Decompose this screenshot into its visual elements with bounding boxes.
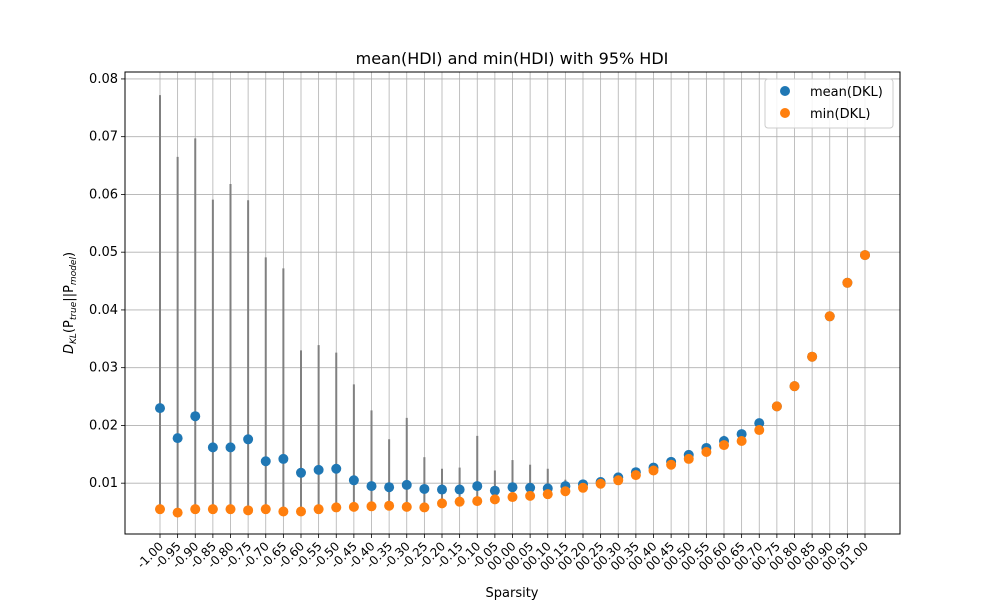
y-tick-label: 0.01	[89, 476, 118, 491]
y-tick-label: 0.05	[89, 245, 118, 260]
min-dkl-point	[648, 465, 659, 476]
mean-dkl-point	[454, 484, 465, 495]
legend: mean(DKL) min(DKL)	[764, 78, 894, 129]
mean-dkl-point	[207, 442, 218, 453]
min-dkl-point	[313, 504, 324, 515]
min-dkl-point	[701, 446, 712, 457]
min-dkl-point	[666, 459, 677, 470]
legend-marker-min	[780, 108, 790, 118]
min-dkl-point	[630, 470, 641, 481]
mean-dkl-point	[331, 463, 342, 474]
min-dkl-point	[348, 501, 359, 512]
y-axis-label-close: )	[62, 252, 77, 257]
mean-dkl-point	[260, 456, 271, 467]
min-dkl-point	[542, 489, 553, 500]
min-dkl-point	[331, 502, 342, 513]
mean-dkl-point	[489, 485, 500, 496]
y-axis-label-sub-kl: KL	[69, 333, 79, 344]
mean-dkl-point	[437, 484, 447, 495]
legend-label-min: min(DKL)	[810, 107, 870, 122]
min-dkl-point	[401, 501, 412, 512]
min-dkl-point	[525, 490, 536, 501]
min-dkl-point	[172, 507, 183, 518]
min-dkl-point	[595, 478, 606, 489]
min-dkl-point	[824, 311, 835, 322]
min-dkl-point	[489, 494, 500, 505]
min-dkl-point	[296, 506, 306, 517]
legend-label-mean: mean(DKL)	[810, 85, 883, 100]
mean-dkl-point	[507, 482, 518, 493]
min-dkl-point	[225, 504, 236, 515]
chart-title: mean(HDI) and min(HDI) with 95% HDI	[356, 49, 669, 68]
mean-dkl-point	[155, 403, 165, 414]
x-axis-label: Sparsity	[486, 586, 539, 600]
min-dkl-point	[454, 496, 465, 507]
min-dkl-point	[207, 504, 218, 515]
min-dkl-point	[366, 501, 377, 512]
legend-marker-mean	[780, 86, 790, 96]
min-dkl-point	[842, 277, 853, 288]
y-tick-label: 0.07	[89, 130, 118, 145]
y-axis-label: DKL(Ptrue||Pmodel)	[62, 252, 79, 354]
min-dkl-point	[578, 482, 588, 493]
y-tick-label: 0.04	[89, 303, 118, 318]
min-dkl-point	[613, 475, 624, 486]
mean-dkl-point	[366, 481, 377, 492]
min-dkl-point	[771, 401, 782, 412]
mean-dkl-point	[472, 481, 483, 492]
legend-box	[764, 78, 894, 129]
min-dkl-point	[419, 502, 430, 513]
mean-dkl-point	[190, 411, 201, 422]
min-dkl-point	[472, 496, 483, 507]
points-layer	[155, 250, 870, 518]
y-tick-label: 0.03	[89, 361, 118, 376]
mean-dkl-point	[736, 429, 747, 440]
min-dkl-point	[190, 504, 201, 515]
min-dkl-point	[789, 381, 800, 392]
mean-dkl-point	[754, 418, 765, 429]
mean-dkl-point	[243, 434, 254, 445]
mean-dkl-point	[384, 482, 395, 493]
min-dkl-point	[860, 250, 870, 261]
y-axis-label-sub-true: true	[69, 301, 79, 320]
mean-dkl-point	[225, 442, 236, 453]
min-dkl-point	[807, 351, 818, 362]
min-dkl-point	[384, 500, 395, 511]
mean-dkl-point	[313, 464, 324, 475]
mean-dkl-point	[419, 483, 430, 494]
y-tick-label: 0.08	[89, 72, 118, 87]
y-axis-label-main: D	[62, 344, 77, 354]
min-dkl-point	[278, 506, 289, 517]
y-axis-label-mid: ||P	[62, 285, 77, 302]
y-tick-label: 0.02	[89, 418, 118, 433]
min-dkl-point	[754, 425, 765, 436]
mean-dkl-point	[401, 479, 412, 490]
min-dkl-point	[507, 492, 518, 503]
mean-dkl-point	[348, 475, 359, 486]
min-dkl-point	[260, 504, 271, 515]
min-dkl-point	[683, 453, 694, 464]
y-tick-label: 0.06	[89, 187, 118, 202]
y-axis-label-sub-model: model	[69, 257, 79, 286]
min-dkl-point	[560, 486, 571, 497]
mean-dkl-point	[296, 467, 306, 478]
mean-dkl-point	[525, 482, 536, 493]
mean-dkl-point	[278, 453, 289, 464]
min-dkl-point	[736, 436, 747, 447]
min-dkl-point	[437, 498, 447, 509]
min-dkl-point	[155, 504, 165, 515]
y-axis-label-open: (P	[62, 320, 77, 333]
min-dkl-point	[243, 505, 254, 516]
min-dkl-point	[719, 440, 729, 451]
mean-dkl-point	[172, 433, 183, 444]
y-axis-ticks: 0.01 0.02 0.03 0.04 0.05 0.06 0.07 0.08	[89, 72, 125, 491]
